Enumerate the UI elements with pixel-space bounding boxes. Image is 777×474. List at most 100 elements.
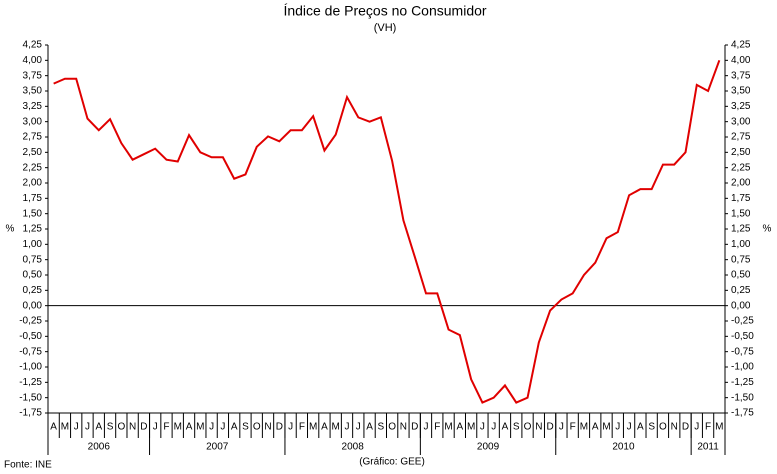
x-tick-label: O — [659, 422, 667, 433]
x-tick-label: N — [129, 422, 136, 433]
y2-axis-label: % — [763, 224, 772, 235]
x-tick-label: A — [502, 422, 509, 433]
y2-tick-label: 3,25 — [731, 101, 751, 112]
y-axis-label: % — [6, 224, 15, 235]
y-tick-label: 1,00 — [23, 239, 43, 250]
x-tick-label: S — [648, 422, 655, 433]
x-tick-label: A — [50, 422, 57, 433]
x-tick-label: M — [580, 422, 588, 433]
x-tick-label: J — [615, 422, 620, 433]
x-tick-label: M — [602, 422, 610, 433]
x-tick-label: N — [535, 422, 542, 433]
x-tick-label: S — [242, 422, 249, 433]
y2-tick-label: 0,50 — [731, 270, 751, 281]
x-tick-label: A — [457, 422, 464, 433]
y-tick-label: 3,50 — [23, 86, 43, 97]
x-tick-label: M — [467, 422, 475, 433]
x-tick-label: F — [163, 422, 169, 433]
y-tick-label: 2,75 — [23, 132, 43, 143]
series-line — [53, 59, 721, 404]
y2-tick-label: -1,00 — [731, 362, 754, 373]
x-tick-label: J — [153, 422, 158, 433]
x-tick-label: M — [332, 422, 340, 433]
y2-tick-label: 0,75 — [731, 254, 751, 265]
y2-tick-label: 2,00 — [731, 178, 751, 189]
chart-subtitle: (VH) — [374, 22, 397, 34]
x-tick-label: F — [434, 422, 440, 433]
x-tick-label: J — [559, 422, 564, 433]
y2-tick-label: 3,00 — [731, 116, 751, 127]
x-tick-label: M — [196, 422, 204, 433]
y2-tick-label: -0,50 — [731, 331, 754, 342]
y-tick-label: 4,00 — [23, 55, 43, 66]
y-tick-label: 1,25 — [23, 224, 43, 235]
x-tick-label: J — [209, 422, 214, 433]
x-tick-label: J — [288, 422, 293, 433]
x-tick-label: J — [85, 422, 90, 433]
x-tick-label: D — [411, 422, 418, 433]
x-tick-label: J — [491, 422, 496, 433]
y2-tick-label: 2,25 — [731, 162, 751, 173]
x-tick-label: N — [671, 422, 678, 433]
y-tick-label: 1,75 — [23, 193, 43, 204]
x-tick-label: S — [107, 422, 114, 433]
x-tick-label: S — [513, 422, 520, 433]
y2-tick-label: 0,25 — [731, 285, 751, 296]
year-label: 2011 — [697, 442, 719, 453]
year-label: 2008 — [342, 442, 365, 453]
y2-tick-label: 2,50 — [731, 147, 751, 158]
y-tick-label: 0,50 — [23, 270, 43, 281]
x-tick-label: A — [637, 422, 644, 433]
x-tick-label: F — [705, 422, 711, 433]
x-tick-label: D — [546, 422, 553, 433]
year-label: 2006 — [88, 442, 111, 453]
x-tick-label: M — [174, 422, 182, 433]
year-label: 2007 — [206, 442, 229, 453]
y2-tick-label: -0,75 — [731, 346, 754, 357]
y2-tick-label: -1,50 — [731, 392, 754, 403]
y2-tick-label: 1,50 — [731, 208, 751, 219]
source: Fonte: INE — [4, 460, 52, 471]
year-label: 2009 — [477, 442, 500, 453]
x-tick-label: D — [140, 422, 147, 433]
x-tick-label: J — [356, 422, 361, 433]
y-tick-label: 4,25 — [23, 40, 43, 51]
y-tick-label: -1,50 — [19, 392, 42, 403]
x-tick-label: M — [61, 422, 69, 433]
x-tick-label: J — [74, 422, 79, 433]
y2-tick-label: 4,00 — [731, 55, 751, 66]
x-tick-label: A — [321, 422, 328, 433]
y2-tick-label: 2,75 — [731, 132, 751, 143]
chart-title: Índice de Preços no Consumidor — [283, 3, 486, 19]
x-tick-label: A — [186, 422, 193, 433]
y-tick-label: 3,00 — [23, 116, 43, 127]
x-tick-label: O — [253, 422, 261, 433]
y-tick-label: -1,00 — [19, 362, 42, 373]
x-tick-label: J — [480, 422, 485, 433]
year-label: 2010 — [612, 442, 635, 453]
y-tick-label: 3,75 — [23, 70, 43, 81]
y2-tick-label: -1,25 — [731, 377, 754, 388]
y-tick-label: 2,00 — [23, 178, 43, 189]
y2-tick-label: 3,50 — [731, 86, 751, 97]
x-tick-label: F — [570, 422, 576, 433]
x-tick-label: S — [378, 422, 385, 433]
x-tick-label: A — [231, 422, 238, 433]
y2-tick-label: -1,75 — [731, 408, 754, 419]
y-tick-label: -0,75 — [19, 346, 42, 357]
x-tick-label: M — [444, 422, 452, 433]
x-tick-label: O — [524, 422, 532, 433]
x-tick-label: A — [95, 422, 102, 433]
y2-tick-label: 1,75 — [731, 193, 751, 204]
x-tick-label: J — [423, 422, 428, 433]
y-tick-label: -1,25 — [19, 377, 42, 388]
y2-tick-label: -0,25 — [731, 316, 754, 327]
y-tick-label: 3,25 — [23, 101, 43, 112]
x-tick-label: N — [400, 422, 407, 433]
x-tick-label: M — [715, 422, 723, 433]
x-tick-label: J — [694, 422, 699, 433]
y2-tick-label: 3,75 — [731, 70, 751, 81]
x-tick-label: D — [682, 422, 689, 433]
y2-tick-label: 1,25 — [731, 224, 751, 235]
